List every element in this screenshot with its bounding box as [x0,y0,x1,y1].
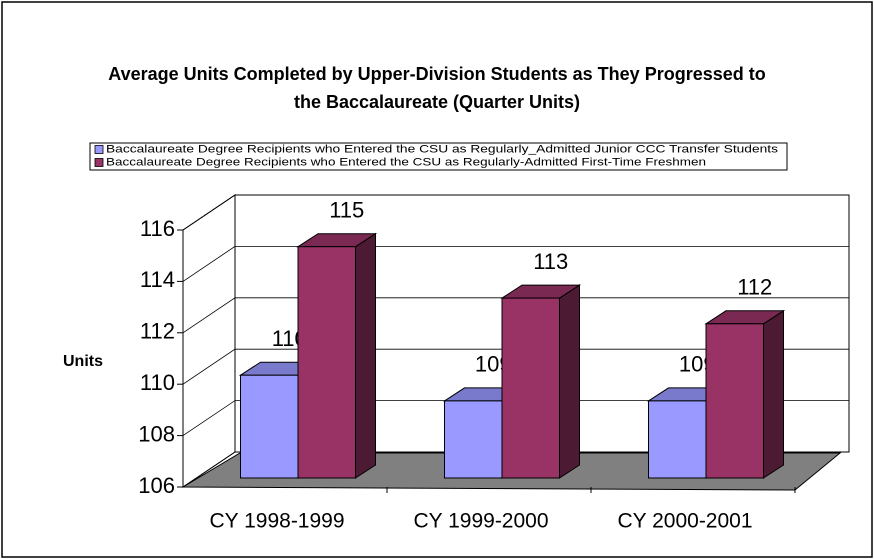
x-tick-label: CY 1999-2000 [413,510,548,533]
grid-line [182,451,849,488]
value-label: 112 [737,275,772,300]
x-tick-label: CY 2000-2001 [617,510,752,533]
grid-line [182,194,849,231]
y-tick-label: 106 [138,473,175,498]
grid-line [182,348,849,385]
bar-side [559,284,580,479]
y-tick-label: 116 [140,216,175,241]
x-tick-label: CY 1998-1999 [209,510,344,533]
bar-side [355,232,376,479]
y-tick-label: 114 [140,267,175,292]
grid-line [182,400,849,436]
value-label: 115 [329,198,364,223]
y-tick-label: 108 [138,421,175,446]
chart-title: Average Units Completed by Upper-Divisio… [108,64,766,112]
grid-line [182,245,849,282]
legend-label: Baccalaureate Degree Recipients who Ente… [106,156,706,168]
bar-side [763,309,784,479]
bar [444,400,503,479]
bar [297,246,356,479]
bar [240,374,299,479]
legend-box [89,142,788,171]
y-tick-label: 112 [140,319,175,344]
bar [501,297,560,479]
legend-label: Baccalaureate Degree Recipients who Ente… [106,143,779,155]
bar [648,400,707,479]
legend-swatch [94,158,104,167]
side-wall [182,194,236,488]
value-label: 113 [533,249,568,274]
grid-line [182,297,849,334]
y-tick-label: 110 [140,370,175,395]
y-axis-label: Units [63,353,103,370]
legend-swatch [94,145,104,154]
bar [705,323,764,479]
